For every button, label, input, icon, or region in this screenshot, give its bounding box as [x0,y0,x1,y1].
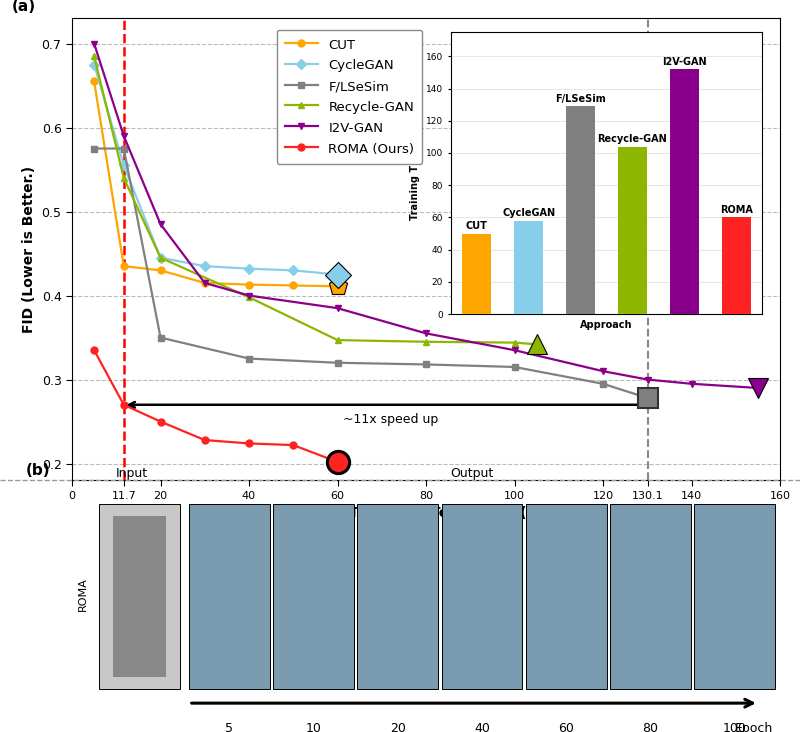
Y-axis label: FID (Lower is Better.): FID (Lower is Better.) [22,165,36,333]
Bar [526,504,606,689]
Text: 40: 40 [474,722,490,732]
Text: 100: 100 [722,722,746,732]
Bar [273,504,354,689]
Text: 20: 20 [390,722,406,732]
Text: 60: 60 [558,722,574,732]
Text: Output: Output [450,468,494,480]
Text: (a): (a) [12,0,36,14]
Bar [442,504,522,689]
Bar [610,504,690,689]
Bar [189,504,270,689]
Bar [99,504,180,689]
Text: ~11x speed up: ~11x speed up [343,413,438,426]
Text: 5: 5 [225,722,233,732]
X-axis label: Training Time on a Tesla V100 (Hour): Training Time on a Tesla V100 (Hour) [281,507,571,520]
Bar [694,504,775,689]
Text: (b): (b) [26,463,50,478]
Text: Input: Input [116,468,148,480]
Text: 10: 10 [306,722,322,732]
Bar [113,516,166,677]
Text: 80: 80 [642,722,658,732]
Text: ROMA: ROMA [78,578,88,611]
Legend: CUT, CycleGAN, F/LSeSim, Recycle-GAN, I2V-GAN, ROMA (Ours): CUT, CycleGAN, F/LSeSim, Recycle-GAN, I2… [277,29,422,164]
Text: Epoch: Epoch [734,722,773,732]
Bar [358,504,438,689]
